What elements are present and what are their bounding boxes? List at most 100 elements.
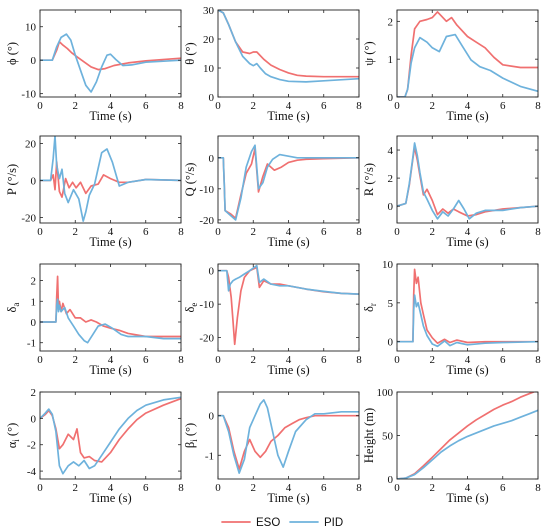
da-x-label: Time (s) [89,363,131,377]
dr-x-tick-label: 0 [394,354,400,366]
de-y-tick-label: 0 [209,266,215,278]
phi-y-tick-label: -10 [21,89,36,101]
psi-y-tick-label: 0 [388,92,394,104]
Q-axes-frame [217,135,360,224]
P-pid-line [40,136,181,222]
Q-x-tick-label: 6 [321,226,327,238]
Q-y-label: Q (°/s) [183,163,197,197]
Q-x-tick-label: 8 [356,226,362,238]
height-x-tick-label: 4 [465,482,471,494]
phi-x-tick-label: 0 [37,100,43,112]
panel-alpha: 0 2 4 6 8 -4 -2 0 2 Time (s) αi (°) [5,387,184,505]
P-y-tick-label: 20 [25,138,37,150]
theta-y-tick-label: 0 [209,92,215,104]
height-y-tick-label: 50 [382,431,394,443]
psi-x-tick-label: 8 [535,100,541,112]
da-y-tick-label: 0 [31,317,37,329]
height-x-tick-label: 6 [500,482,506,494]
alpha-y-tick-label: 0 [31,413,37,425]
phi-x-tick-label: 4 [108,100,114,112]
legend: ESO PID [221,517,343,529]
dr-pid-line [397,294,538,348]
beta-x-tick-label: 2 [251,482,257,494]
dr-x-tick-label: 8 [535,354,541,366]
beta-pid-line [218,399,359,474]
phi-x-tick-label: 6 [143,100,149,112]
beta-x-tick-label: 0 [215,482,221,494]
Q-pid-line [218,144,359,221]
alpha-x-tick-label: 2 [73,482,79,494]
P-y-tick-label: -20 [21,212,36,224]
alpha-x-tick-label: 8 [178,482,184,494]
de-x-tick-label: 8 [356,354,362,366]
legend-pid-label: PID [324,517,343,529]
beta-x-tick-label: 6 [321,482,327,494]
de-y-tick-label: -10 [199,299,214,311]
R-x-tick-label: 6 [500,226,506,238]
de-x-label: Time (s) [267,363,309,377]
phi-y-tick-label: 0 [31,55,37,67]
R-y-tick-label: 2 [388,173,394,185]
height-eso-line [397,392,536,479]
de-x-tick-label: 0 [215,354,221,366]
dr-x-tick-label: 6 [500,354,506,366]
phi-pid-line [40,33,181,93]
theta-y-tick-label: 20 [203,34,215,46]
dr-eso-line [397,268,538,345]
alpha-x-tick-label: 6 [143,482,149,494]
theta-axes-frame [217,9,360,98]
da-pid-line [40,298,181,344]
panel-psi: 0 2 4 6 8 0 1 2 Time (s) ψ (°) [362,9,541,123]
height-y-label: Height (m) [362,408,376,463]
height-x-tick-label: 2 [430,482,436,494]
height-y-tick-label: 100 [377,387,394,399]
Q-x-tick-label: 0 [215,226,221,238]
theta-x-tick-label: 4 [286,100,292,112]
panel-dr: 0 2 4 6 8 0 5 10 Time (s) δr [362,259,541,377]
R-x-tick-label: 4 [465,226,471,238]
alpha-x-tick-label: 0 [37,482,43,494]
height-x-tick-label: 8 [535,482,541,494]
P-x-tick-label: 6 [143,226,149,238]
panel-de: 0 2 4 6 8 -20 -10 0 Time (s) δe [183,263,362,377]
alpha-y-tick-label: -2 [27,440,36,452]
height-y-tick-label: 0 [388,474,394,486]
beta-x-tick-label: 4 [286,482,292,494]
psi-eso-line [397,11,538,97]
theta-x-tick-label: 8 [356,100,362,112]
Q-x-label: Time (s) [267,235,309,249]
psi-y-label: ψ (°) [362,41,376,65]
P-x-tick-label: 8 [178,226,184,238]
R-x-tick-label: 8 [535,226,541,238]
da-x-tick-label: 6 [143,354,149,366]
de-x-tick-label: 2 [251,354,257,366]
P-y-tick-label: 0 [31,175,37,187]
theta-y-tick-label: 30 [203,5,215,17]
psi-x-tick-label: 2 [430,100,436,112]
R-y-tick-label: 4 [388,145,394,157]
R-x-tick-label: 0 [394,226,400,238]
dr-y-tick-label: 10 [382,259,394,271]
panel-beta: 0 2 4 6 8 -1 0 Time (s) βi (°) [183,391,362,505]
theta-eso-line [218,10,359,78]
theta-x-tick-label: 2 [251,100,257,112]
alpha-y-tick-label: 2 [31,387,37,399]
dr-y-tick-label: 0 [388,337,394,349]
da-x-tick-label: 2 [73,354,79,366]
beta-x-label: Time (s) [267,491,309,505]
dr-x-tick-label: 2 [430,354,436,366]
alpha-axes-frame [39,391,182,480]
alpha-eso-line [40,397,181,463]
dr-y-tick-label: 5 [388,298,394,310]
P-x-tick-label: 4 [108,226,114,238]
phi-y-tick-label: 10 [25,22,37,34]
psi-x-label: Time (s) [446,109,488,123]
dr-y-label: δr [362,303,378,312]
dr-x-label: Time (s) [446,363,488,377]
alpha-y-label: αi (°) [5,423,21,449]
P-eso-line [40,161,181,198]
phi-x-tick-label: 2 [73,100,79,112]
theta-x-label: Time (s) [267,109,309,123]
